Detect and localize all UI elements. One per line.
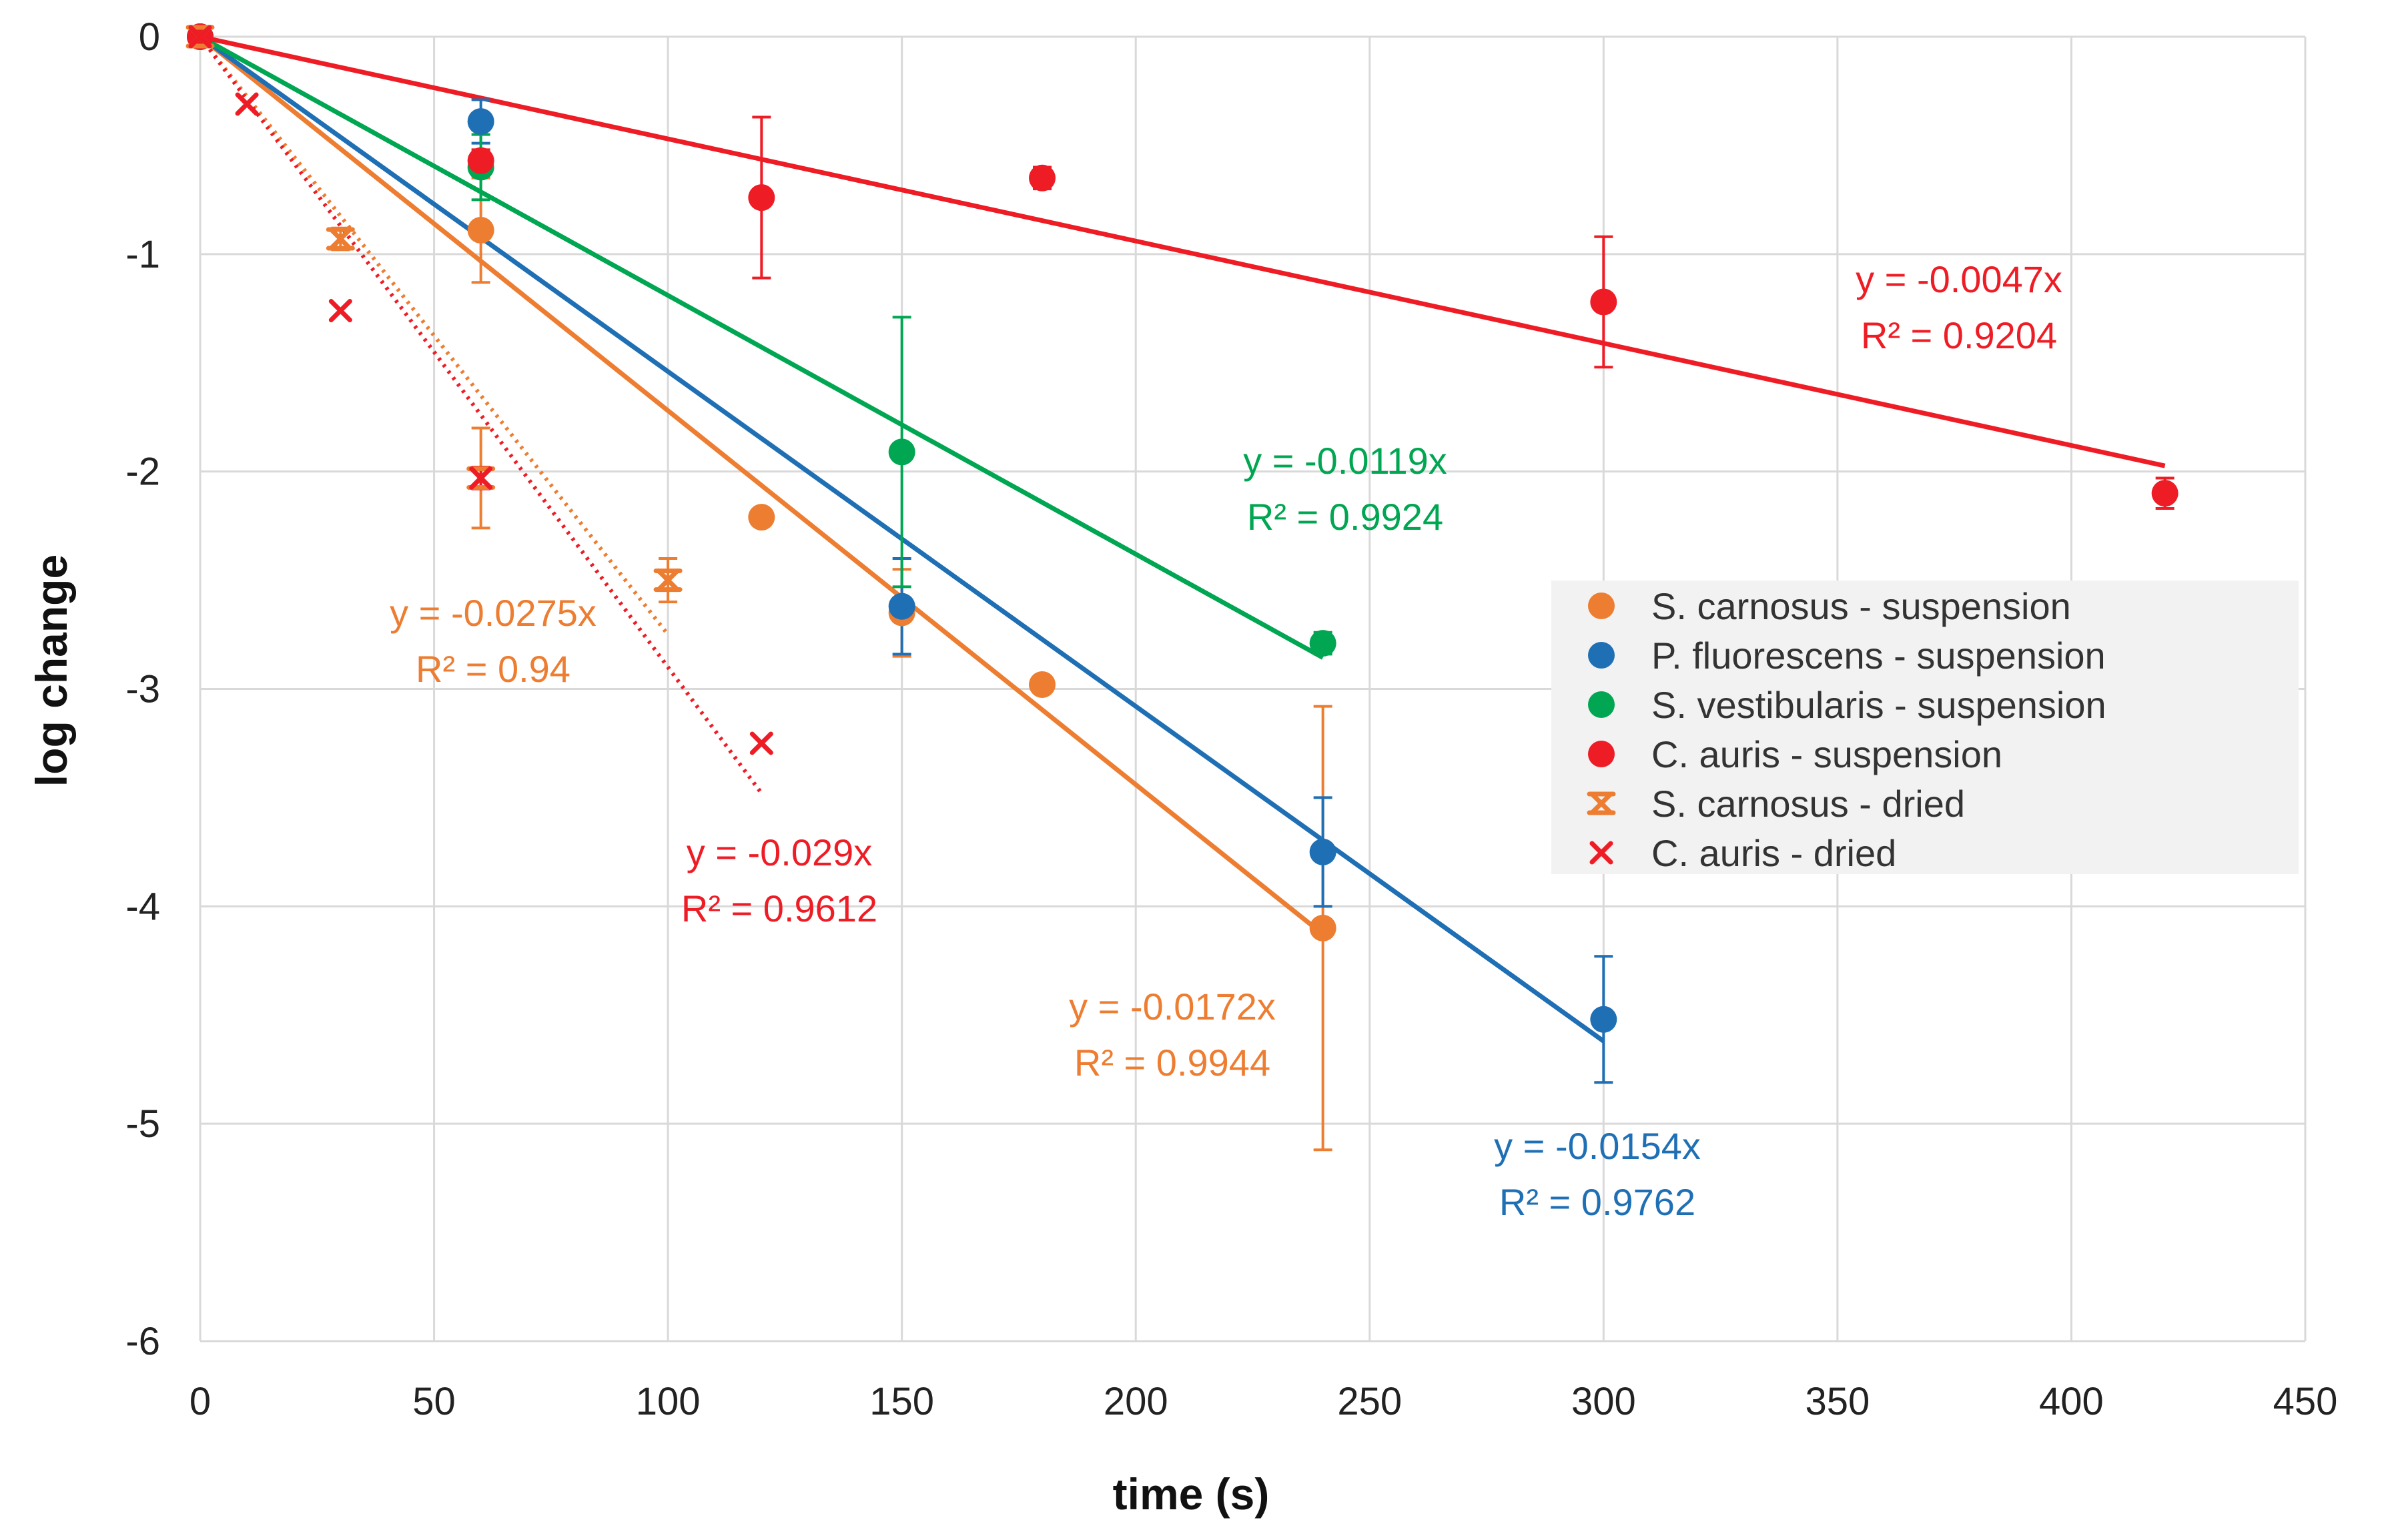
y-tick-label: -6 — [125, 1320, 160, 1363]
marker-stroke — [469, 466, 493, 490]
marker-stroke — [749, 731, 773, 755]
trendline-equation: y = -0.0172x — [1069, 986, 1276, 1028]
data-point — [235, 92, 259, 116]
trendline-r2: R² = 0.9944 — [1074, 1042, 1270, 1084]
x-tick-label: 150 — [869, 1380, 934, 1423]
data-point — [188, 25, 212, 49]
data-point — [467, 216, 494, 244]
trendline-equation: y = -0.0119x — [1243, 440, 1447, 482]
trendline-equation: y = -0.0275x — [390, 592, 596, 634]
legend-marker — [1589, 841, 1613, 865]
trendline-r2: R² = 0.9204 — [1861, 314, 2057, 356]
legend-label: C. auris - suspension — [1651, 733, 2002, 775]
legend-box — [1551, 581, 2299, 874]
trendline-equation: y = -0.0047x — [1856, 258, 2062, 300]
data-point — [888, 438, 915, 466]
trendline-r2: R² = 0.94 — [416, 648, 570, 690]
legend-marker — [1588, 741, 1615, 767]
data-point — [1590, 1006, 1617, 1033]
x-tick-label: 300 — [1571, 1380, 1636, 1423]
trendline-r2: R² = 0.9924 — [1247, 496, 1443, 538]
x-tick-label: 350 — [1805, 1380, 1870, 1423]
marker-stroke — [1589, 791, 1613, 815]
data-points — [185, 23, 2178, 1033]
trendline-equation: y = -0.029x — [687, 831, 873, 873]
data-point — [653, 568, 683, 593]
y-tick-label: -2 — [125, 450, 160, 494]
legend-label: S. carnosus - dried — [1651, 783, 1965, 825]
y-axis-title: log change — [27, 554, 76, 787]
trendline-r2: R² = 0.9762 — [1499, 1181, 1695, 1223]
x-tick-label: 50 — [412, 1380, 456, 1423]
x-axis-title: time (s) — [1113, 1469, 1270, 1519]
marker-stroke — [188, 25, 212, 49]
marker-stroke — [328, 227, 352, 251]
trendline-r2: R² = 0.9612 — [681, 887, 877, 929]
x-tick-label: 250 — [1337, 1380, 1402, 1423]
data-point — [326, 227, 355, 251]
x-tick-label: 0 — [189, 1380, 211, 1423]
data-point — [1590, 288, 1617, 316]
trendline-4 — [198, 35, 670, 636]
data-point — [888, 593, 915, 620]
data-point — [1029, 164, 1056, 191]
trendline-2 — [199, 34, 1324, 660]
marker-stroke — [656, 568, 680, 593]
trendline-equation: y = -0.0154x — [1494, 1125, 1701, 1167]
data-point — [1309, 630, 1336, 657]
trendline-equations: y = -0.0172x R² = 0.9944 y = -0.0154x R² = … — [390, 258, 2062, 1223]
trendline-0 — [198, 35, 1324, 936]
x-tick-label: 450 — [2273, 1380, 2338, 1423]
legend-marker — [1588, 691, 1615, 718]
marker-stroke — [235, 92, 259, 116]
x-tick-label: 200 — [1104, 1380, 1168, 1423]
legend-marker — [1588, 593, 1615, 619]
data-point — [467, 108, 494, 135]
data-point — [1309, 838, 1336, 865]
data-point — [467, 147, 494, 174]
legend-label: C. auris - dried — [1651, 832, 1896, 874]
data-point — [748, 184, 775, 212]
data-point — [1309, 914, 1336, 941]
trendline-5 — [198, 35, 763, 795]
axes: 0 50 100 150 200 250 300 350 400 450 0 -1 -2 -3 -4 -5 -6 — [125, 15, 2337, 1423]
y-tick-label: -3 — [125, 668, 160, 711]
trendline-3 — [200, 34, 2166, 468]
legend-label: S. vestibularis - suspension — [1651, 684, 2106, 726]
x-tick-label: 100 — [636, 1380, 701, 1423]
marker-stroke — [328, 299, 352, 323]
y-tick-label: -5 — [125, 1102, 160, 1146]
trendlines — [198, 34, 2166, 1044]
data-point — [328, 299, 352, 323]
data-point — [749, 731, 773, 755]
data-point — [748, 504, 775, 531]
legend-label: P. fluorescens - suspension — [1651, 635, 2106, 677]
data-point — [469, 466, 493, 490]
data-point — [1029, 671, 1056, 698]
marker-stroke — [1589, 841, 1613, 865]
legend-marker — [1588, 642, 1615, 669]
y-tick-label: -4 — [125, 885, 160, 928]
legend-marker — [1587, 791, 1616, 815]
y-tick-label: 0 — [139, 15, 160, 59]
x-tick-label: 400 — [2039, 1380, 2104, 1423]
legend-label: S. carnosus - suspension — [1651, 585, 2071, 627]
legend: S. carnosus - suspension P. fluorescens -… — [1551, 581, 2299, 874]
y-tick-label: -1 — [125, 233, 160, 276]
data-point — [2151, 480, 2178, 507]
